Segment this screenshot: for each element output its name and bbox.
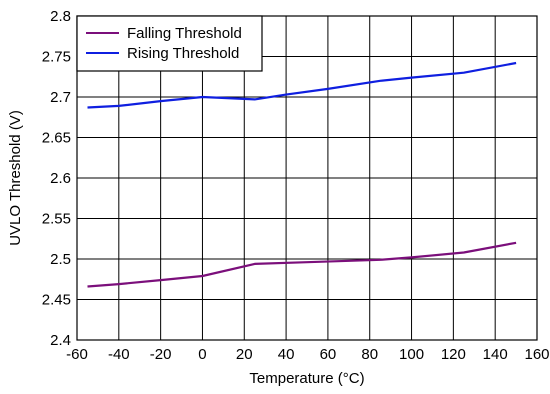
y-tick-label: 2.65	[42, 130, 71, 147]
y-tick-label: 2.6	[50, 170, 71, 187]
y-tick-labels: 2.4 2.45 2.5 2.55 2.6 2.65 2.7 2.75 2.8	[42, 8, 71, 349]
x-tick-label: 100	[399, 346, 424, 363]
series-layer	[87, 61, 517, 288]
x-tick-label: 120	[441, 346, 466, 363]
y-tick-label: 2.8	[50, 8, 71, 25]
x-tick-label: 60	[320, 346, 337, 363]
x-tick-label: 80	[361, 346, 378, 363]
legend-box	[76, 15, 263, 72]
y-tick-label: 2.45	[42, 292, 71, 309]
x-axis-title: Temperature (°C)	[249, 370, 364, 387]
x-tick-label: 160	[524, 346, 549, 363]
y-tick-label: 2.75	[42, 49, 71, 66]
y-tick-label: 2.55	[42, 211, 71, 228]
y-tick-label: 2.7	[50, 89, 71, 106]
legend-label-rising-threshold: Rising Threshold	[127, 45, 239, 62]
x-tick-label: 0	[198, 346, 206, 363]
y-axis-title: UVLO Threshold (V)	[7, 110, 24, 246]
legend-label-falling-threshold: Falling Threshold	[127, 25, 242, 42]
x-tick-label: -60	[66, 346, 88, 363]
x-tick-label: 140	[483, 346, 508, 363]
x-tick-label: -20	[150, 346, 172, 363]
series-line-falling-threshold	[87, 241, 517, 288]
x-tick-label: -40	[108, 346, 130, 363]
x-tick-labels: -60 -40 -20 0 20 40 60 80 100 120 140 160	[66, 346, 549, 363]
legend: Falling Threshold Rising Threshold	[76, 15, 263, 72]
plot-border	[76, 15, 538, 341]
x-tick-label: 40	[278, 346, 295, 363]
y-tick-label: 2.4	[50, 332, 71, 349]
x-tick-label: 20	[236, 346, 253, 363]
y-tick-label: 2.5	[50, 251, 71, 268]
series-line-rising-threshold	[87, 61, 517, 109]
